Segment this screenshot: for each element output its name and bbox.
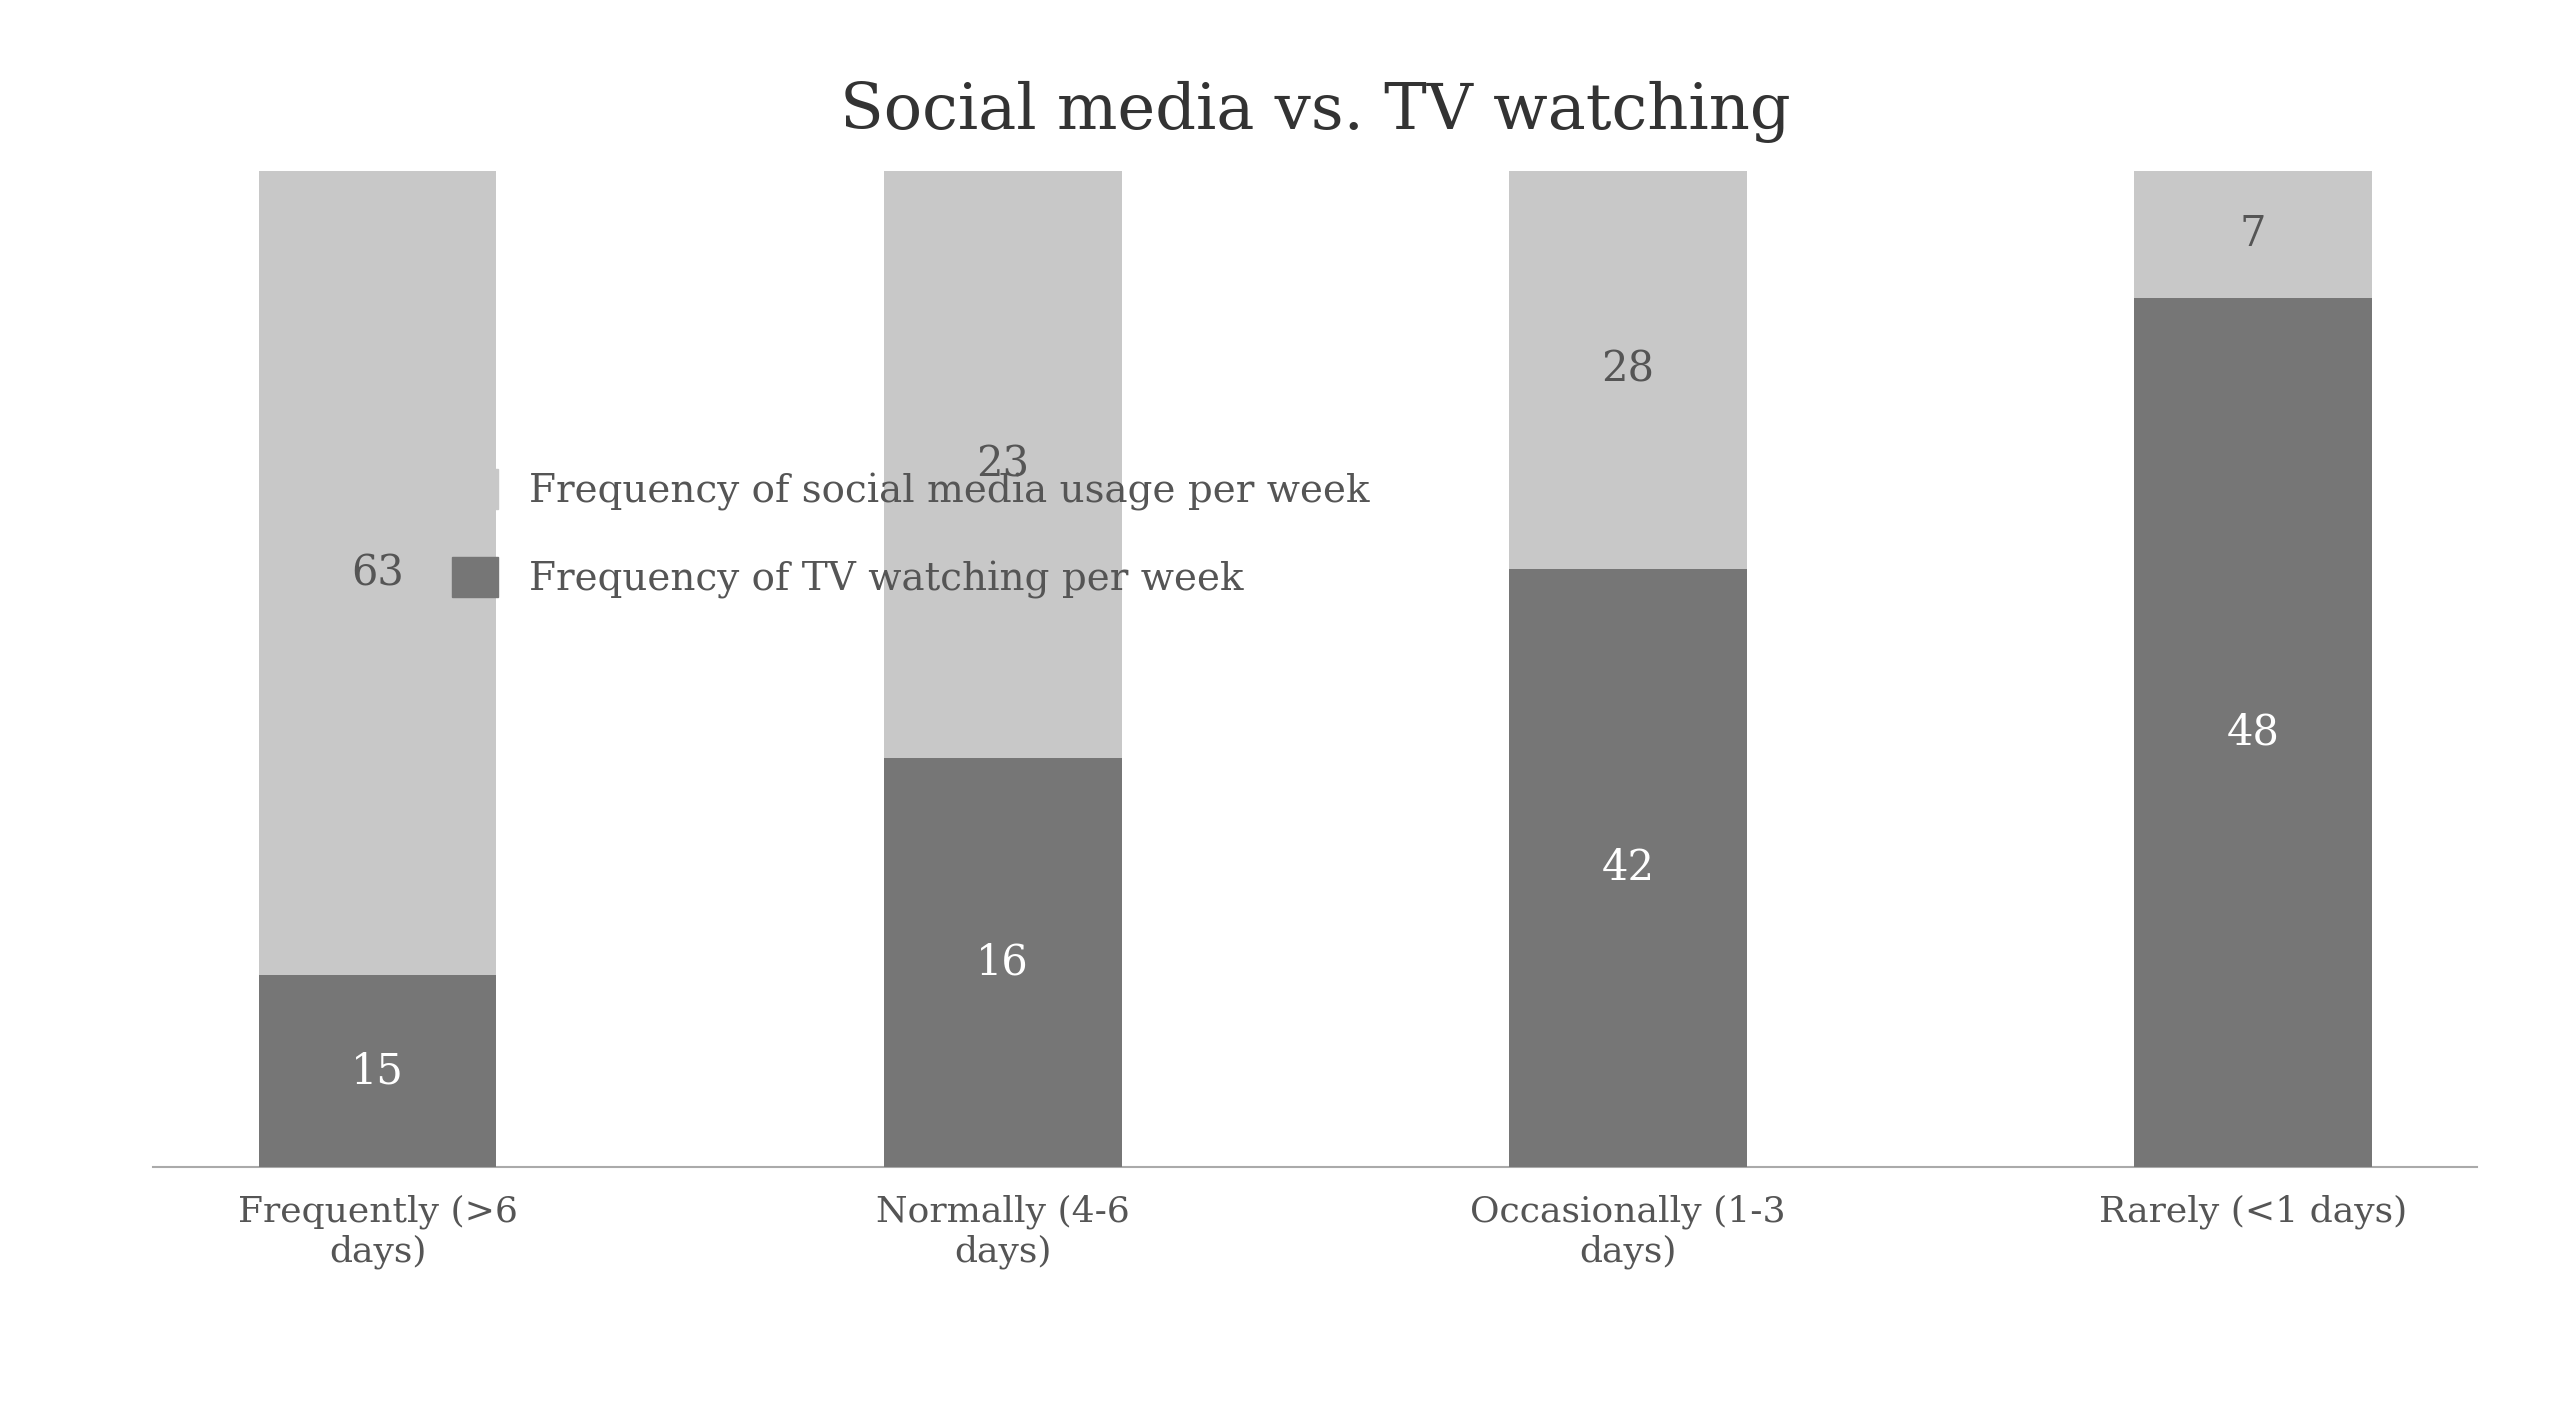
Text: 16: 16 (976, 942, 1029, 983)
Bar (258, 171, 495, 975)
Bar (884, 171, 1121, 758)
Legend: Frequency of social media usage per week, Frequency of TV watching per week: Frequency of social media usage per week… (452, 470, 1369, 599)
Bar (884, 758, 1121, 1167)
Text: 15: 15 (352, 1050, 404, 1091)
Bar (2135, 171, 2373, 297)
Text: 28: 28 (1601, 349, 1655, 391)
Text: 48: 48 (2227, 712, 2278, 753)
Text: 42: 42 (1601, 847, 1655, 889)
Bar (2135, 297, 2373, 1167)
Text: 23: 23 (976, 444, 1029, 485)
Title: Social media vs. TV watching: Social media vs. TV watching (840, 81, 1790, 144)
Text: 63: 63 (352, 552, 404, 593)
Bar (1509, 171, 1747, 569)
Bar (1509, 569, 1747, 1167)
Text: 7: 7 (2240, 213, 2265, 255)
Bar (258, 975, 495, 1167)
